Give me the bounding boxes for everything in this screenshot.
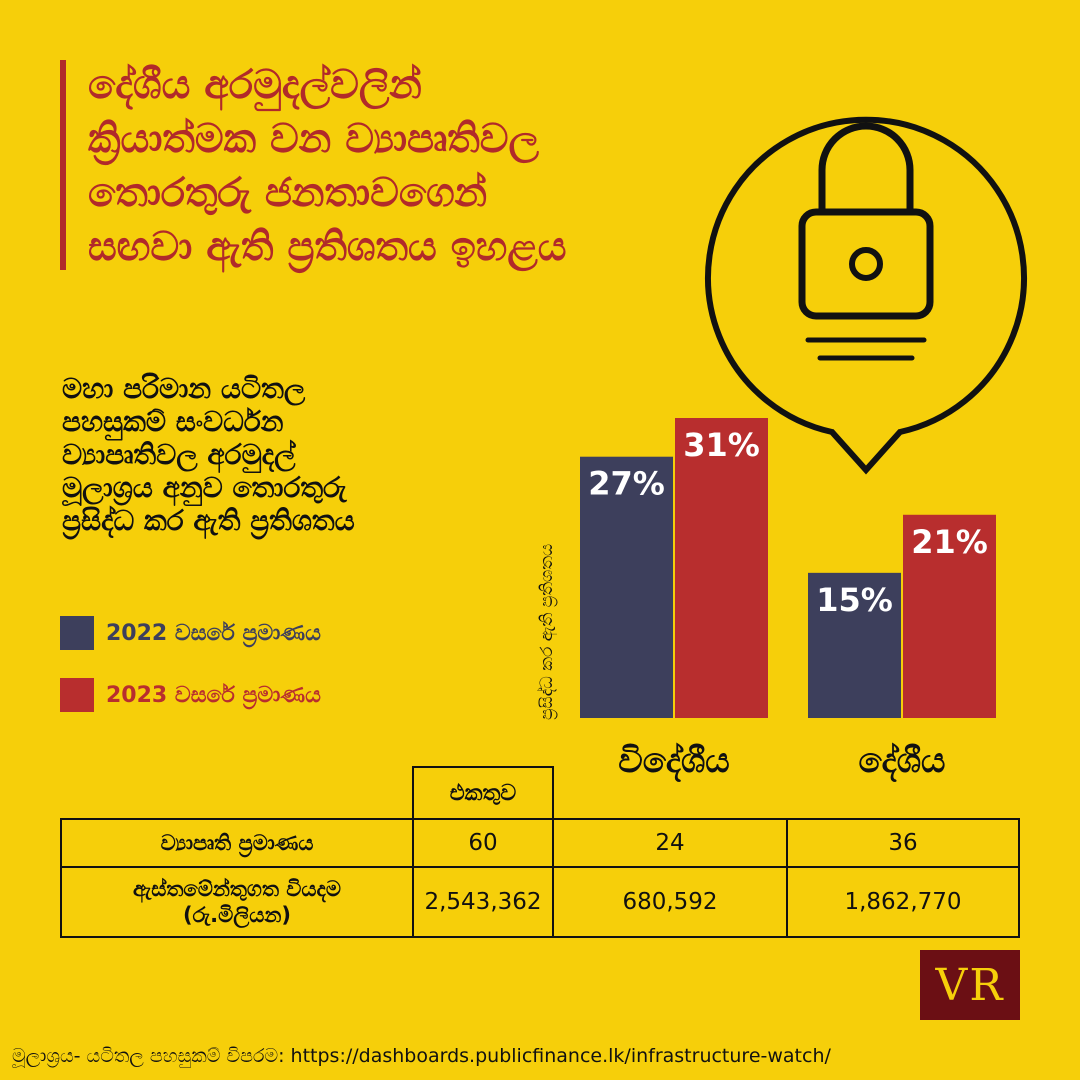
subtitle-line: පහසුකම් සංවර්ධන <box>62 405 284 438</box>
bar-2022-0 <box>580 456 673 718</box>
table-col-header: එකතුව <box>412 766 554 820</box>
logo: VR <box>920 950 1020 1020</box>
table-row-label: ව්‍යාපෘති ප්‍රමාණය <box>60 818 414 868</box>
subtitle-line: ප්‍රසිද්ධ කර ඇති ප්‍රතිශතය <box>62 504 355 537</box>
title-line: දේශීය අරමුදල්වලින් <box>88 62 422 108</box>
legend-item-2022: 2022 වසරේ ප්‍රමාණය <box>60 616 321 650</box>
table-col-header-spacer <box>553 767 787 819</box>
bar-value-label: 27% <box>588 465 665 503</box>
table-row-label: ඇස්තමේන්තුගත වියදම (රු.මිලියන) <box>60 866 414 938</box>
bar-value-label: 21% <box>911 523 988 561</box>
table-cell: 1,862,770 <box>786 866 1020 938</box>
subtitle-line: මහා පරිමාන යටිතල <box>62 372 306 405</box>
table-cell: 36 <box>786 818 1020 868</box>
legend-label-2023: 2023 වසරේ ප්‍රමාණය <box>106 682 321 708</box>
bar-value-label: 31% <box>683 426 760 464</box>
subtitle-line: මූලාශ්‍රය අනුව තොරතුරු <box>62 471 347 504</box>
table-row: ව්‍යාපෘති ප්‍රමාණය 60 24 36 <box>60 818 1020 868</box>
chart-subtitle: මහා පරිමාන යටිතල පහසුකම් සංවර්ධන ව්‍යාපෘ… <box>62 372 502 537</box>
category-label: දේශීය <box>858 741 945 782</box>
table-cell: 2,543,362 <box>412 866 554 938</box>
table-cell: 24 <box>552 818 788 868</box>
category-label: විදේශීය <box>618 741 729 782</box>
bar-value-label: 15% <box>816 581 893 619</box>
table-cell: 680,592 <box>552 866 788 938</box>
legend-swatch-2022 <box>60 616 94 650</box>
table-col-header-spacer <box>787 767 1019 819</box>
table-header-row: එකතුව <box>61 766 1019 820</box>
table-corner <box>61 767 413 819</box>
legend-label-2022: 2022 වසරේ ප්‍රමාණය <box>106 620 321 646</box>
subtitle-line: ව්‍යාපෘතිවල අරමුදල් <box>62 438 296 471</box>
bar-2022-1 <box>808 572 901 718</box>
source-note: මූලාශ්‍රය- යටිතල පහසුකම් විපරම: https://… <box>12 1045 831 1067</box>
legend-item-2023: 2023 වසරේ ප්‍රමාණය <box>60 678 321 712</box>
legend-swatch-2023 <box>60 678 94 712</box>
title-line: ක්‍රියාත්මක වන ව්‍යාපෘතිවල <box>88 116 540 162</box>
bar-2023-1 <box>903 514 996 718</box>
bar-2023-0 <box>675 418 768 718</box>
table-cell: 60 <box>412 818 554 868</box>
title-line: සඟවා ඇති ප්‍රතිශතය ඉහළය <box>88 224 567 270</box>
page-title: දේශීය අරමුදල්වලින් ක්‍රියාත්මක වන ව්‍යාප… <box>88 58 728 274</box>
table-row-label-line: (රු.මිලියන) <box>182 903 291 927</box>
table-row-label-line: ඇස්තමේන්තුගත වියදම <box>133 877 341 901</box>
y-axis-label: ප්‍රසිද්ධ කර ඇති ප්‍රතිශතය <box>537 544 558 720</box>
table-row: ඇස්තමේන්තුගත වියදම (රු.මිලියන) 2,543,362… <box>60 866 1020 938</box>
title-line: තොරතුරු ජනතාවගෙන් <box>88 170 488 216</box>
summary-table: එකතුව ව්‍යාපෘති ප්‍රමාණය 60 24 36 ඇස්තමේ… <box>60 766 1020 938</box>
logo-text: VR <box>935 959 1005 1011</box>
title-accent-bar <box>60 60 66 270</box>
